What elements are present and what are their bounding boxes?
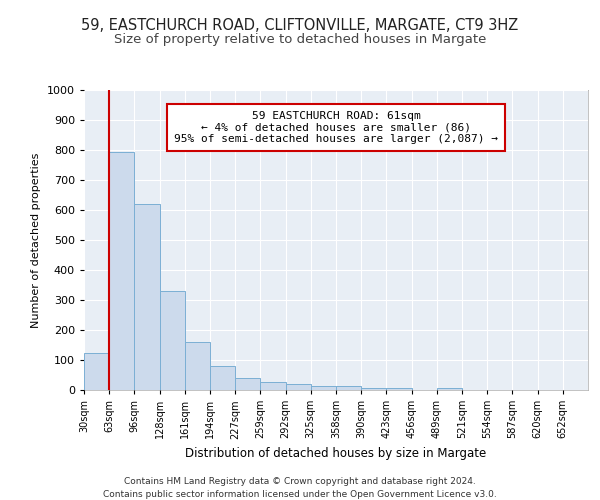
Text: Contains HM Land Registry data © Crown copyright and database right 2024.: Contains HM Land Registry data © Crown c… <box>124 478 476 486</box>
Bar <box>286 384 311 390</box>
Bar <box>210 366 235 390</box>
Bar <box>84 352 109 390</box>
Y-axis label: Number of detached properties: Number of detached properties <box>31 152 41 328</box>
Bar <box>235 378 260 390</box>
Bar <box>109 152 134 390</box>
Bar <box>134 204 160 390</box>
Bar <box>260 382 286 390</box>
X-axis label: Distribution of detached houses by size in Margate: Distribution of detached houses by size … <box>185 447 487 460</box>
Bar <box>311 386 336 390</box>
Text: 59, EASTCHURCH ROAD, CLIFTONVILLE, MARGATE, CT9 3HZ: 59, EASTCHURCH ROAD, CLIFTONVILLE, MARGA… <box>82 18 518 32</box>
Bar <box>185 342 210 390</box>
Bar <box>386 388 412 390</box>
Bar <box>336 386 361 390</box>
Text: 59 EASTCHURCH ROAD: 61sqm
← 4% of detached houses are smaller (86)
95% of semi-d: 59 EASTCHURCH ROAD: 61sqm ← 4% of detach… <box>174 111 498 144</box>
Bar <box>361 388 386 390</box>
Text: Size of property relative to detached houses in Margate: Size of property relative to detached ho… <box>114 32 486 46</box>
Bar <box>437 388 462 390</box>
Bar <box>160 291 185 390</box>
Text: Contains public sector information licensed under the Open Government Licence v3: Contains public sector information licen… <box>103 490 497 499</box>
